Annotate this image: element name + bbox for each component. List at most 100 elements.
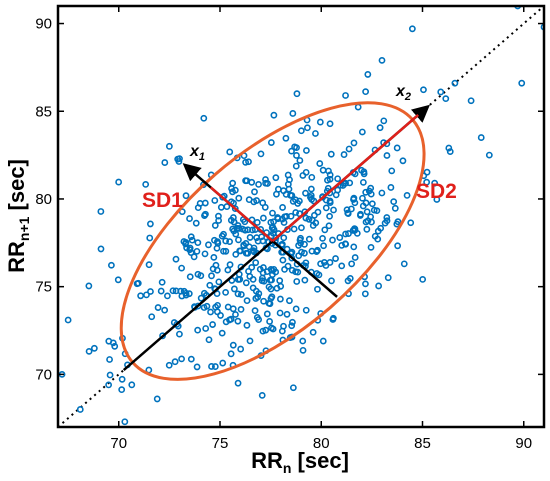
- data-point: [90, 344, 98, 352]
- data-point: [368, 200, 376, 208]
- data-point: [308, 173, 316, 181]
- data-point: [307, 185, 315, 193]
- data-point: [145, 261, 153, 269]
- data-point: [193, 247, 201, 255]
- data-point: [299, 346, 307, 354]
- data-point: [178, 264, 185, 272]
- data-point: [342, 230, 349, 238]
- data-point: [263, 310, 271, 318]
- data-point: [107, 261, 115, 269]
- data-point: [143, 291, 150, 299]
- data-point: [200, 114, 208, 122]
- data-point: [192, 219, 200, 227]
- data-point: [330, 206, 337, 214]
- data-point: [393, 220, 401, 228]
- data-point: [259, 327, 267, 335]
- data-point: [280, 219, 288, 226]
- y-axis-label: RRn+1 [sec]: [4, 159, 32, 273]
- data-point: [222, 247, 230, 255]
- data-point: [327, 150, 335, 158]
- data-point: [328, 277, 335, 285]
- x-tick-label: 70: [110, 435, 127, 452]
- data-point: [106, 356, 113, 363]
- data-point: [161, 306, 169, 314]
- data-point: [237, 345, 245, 353]
- data-point: [292, 305, 300, 313]
- data-point: [359, 194, 366, 202]
- data-point: [485, 151, 493, 159]
- data-point: [234, 276, 242, 283]
- data-point: [182, 239, 190, 246]
- data-point: [344, 210, 352, 217]
- data-point: [259, 199, 267, 207]
- data-point: [215, 217, 223, 224]
- data-point: [477, 134, 485, 141]
- data-point: [231, 205, 239, 213]
- data-point: [234, 317, 242, 325]
- data-point: [147, 288, 154, 295]
- data-point: [388, 167, 396, 175]
- data-point: [230, 285, 238, 293]
- data-point: [255, 180, 262, 188]
- x-axis-ticks: 70 75 80 85 90: [110, 6, 532, 452]
- data-point: [431, 179, 439, 187]
- data-point: [257, 150, 265, 158]
- data-point: [276, 295, 284, 303]
- data-point: [220, 230, 227, 238]
- data-point: [187, 355, 195, 363]
- data-point: [243, 297, 251, 305]
- data-point: [540, 23, 544, 31]
- data-point: [313, 248, 320, 255]
- data-point: [312, 130, 319, 137]
- data-point: [309, 222, 317, 229]
- data-point: [236, 247, 244, 255]
- y-tick-label: 85: [35, 103, 52, 120]
- data-point: [273, 284, 281, 292]
- data-point: [381, 219, 389, 227]
- data-point: [254, 237, 262, 245]
- data-point: [226, 261, 234, 269]
- data-point: [303, 147, 310, 154]
- data-point: [364, 71, 372, 78]
- data-point: [243, 177, 251, 185]
- data-point: [518, 79, 526, 87]
- data-point: [226, 148, 234, 156]
- data-point: [194, 302, 202, 310]
- data-point: [351, 254, 359, 261]
- data-point: [322, 204, 330, 212]
- data-point: [157, 287, 165, 295]
- data-point: [252, 259, 260, 267]
- data-point: [186, 273, 194, 281]
- x-axis-label: RRn [sec]: [251, 448, 349, 476]
- data-point: [282, 134, 290, 142]
- y-tick-label: 75: [35, 279, 52, 296]
- data-point: [109, 339, 117, 347]
- data-point: [437, 88, 445, 96]
- data-point: [338, 262, 346, 270]
- data-point: [205, 241, 212, 249]
- data-point: [76, 406, 84, 413]
- data-point: [274, 214, 281, 221]
- data-point: [288, 254, 296, 262]
- data-point: [280, 322, 287, 330]
- data-point: [390, 198, 398, 206]
- data-point: [226, 238, 234, 246]
- sd2-label: SD2: [416, 180, 457, 203]
- data-point: [134, 279, 142, 287]
- data-point: [339, 182, 347, 189]
- data-point: [310, 197, 318, 205]
- data-point: [293, 152, 300, 159]
- data-point: [302, 214, 310, 222]
- data-point: [371, 232, 379, 240]
- data-point: [239, 225, 246, 233]
- data-point: [188, 236, 196, 244]
- data-point: [276, 309, 284, 317]
- data-point: [420, 86, 427, 94]
- data-point: [217, 312, 224, 319]
- data-point: [319, 166, 327, 174]
- data-point: [202, 210, 209, 218]
- data-point: [281, 266, 288, 273]
- plot-layer: [58, 6, 544, 427]
- data-point: [253, 197, 260, 204]
- data-point: [279, 256, 287, 264]
